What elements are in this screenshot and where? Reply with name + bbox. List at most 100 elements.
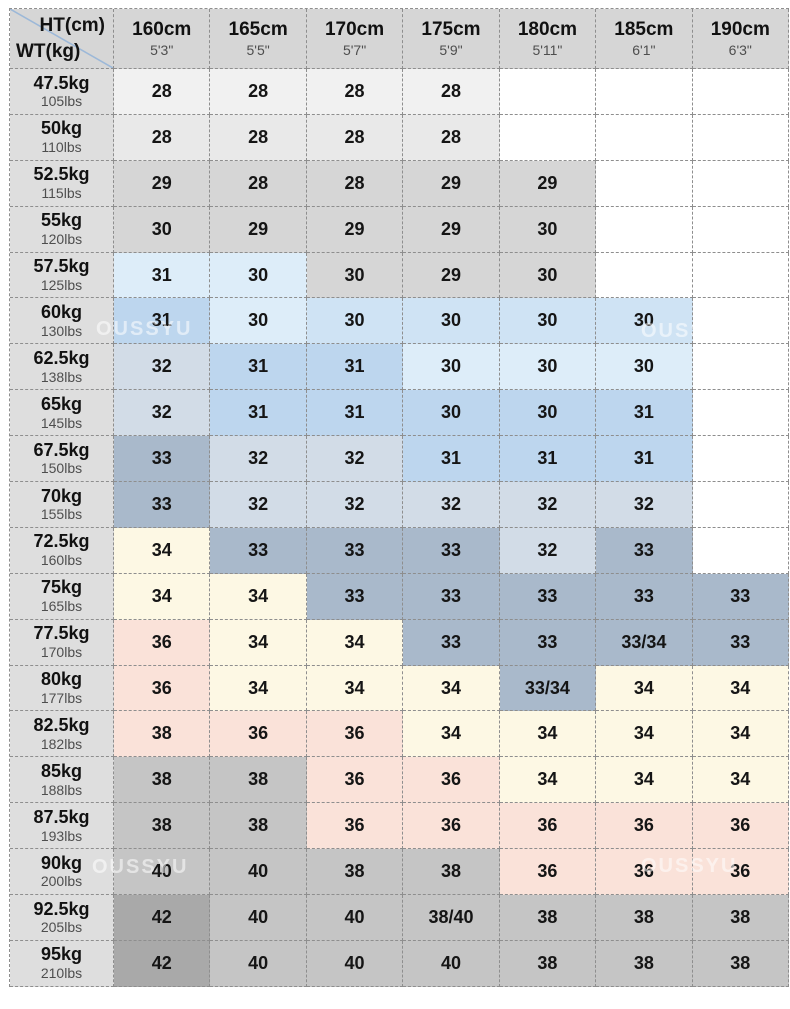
size-cell-70kg-170cm: 32: [306, 482, 404, 528]
size-value: 34: [248, 631, 269, 652]
size-cell-90kg-185cm: 36: [596, 849, 693, 896]
size-value: 36: [633, 861, 654, 882]
row-label-lbs: 200lbs: [40, 873, 83, 890]
size-cell-65kg-190cm: [692, 390, 789, 437]
size-cell-70kg-175cm: 32: [403, 482, 500, 528]
size-cell-85kg-175cm: 36: [403, 757, 500, 804]
size-value: 33: [633, 539, 654, 560]
size-cell-90kg-175cm: 38: [403, 849, 500, 896]
size-cell-55kg-175cm: 29: [403, 206, 500, 253]
size-cell-62.5kg-170cm: 31: [306, 344, 404, 391]
size-cell-50kg-175cm: 28: [403, 114, 500, 161]
size-value: 28: [151, 126, 172, 147]
size-cell-75kg-185cm: 33: [596, 573, 693, 620]
column-header-175cm: 175cm 5'9": [403, 9, 500, 69]
size-cell-92.5kg-190cm: 38: [692, 895, 789, 941]
size-cell-95kg-180cm: 38: [499, 940, 597, 987]
column-header-190cm: 190cm 6'3": [692, 9, 789, 69]
row-label-lbs: 150lbs: [40, 460, 83, 477]
row-label-50kg: 50kg 110lbs: [10, 114, 114, 161]
size-cell-72.5kg-170cm: 33: [306, 527, 404, 574]
size-cell-67.5kg-180cm: 31: [499, 436, 597, 483]
size-value: 30: [248, 264, 269, 285]
size-value: 34: [248, 585, 269, 606]
size-value: 34: [344, 677, 365, 698]
size-cell-82.5kg-170cm: 36: [306, 711, 404, 758]
size-cell-50kg-160cm: 28: [114, 114, 211, 161]
row-label-52.5kg: 52.5kg 115lbs: [10, 160, 114, 207]
size-value: 30: [537, 310, 558, 331]
row-label-lbs: 110lbs: [41, 139, 82, 156]
size-cell-57.5kg-175cm: 29: [403, 252, 500, 299]
size-value: 34: [537, 769, 558, 790]
size-cell-47.5kg-175cm: 28: [403, 69, 500, 115]
size-cell-72.5kg-180cm: 32: [499, 527, 597, 574]
row-label-kg: 55kg: [40, 210, 83, 231]
size-value: 38: [633, 952, 654, 973]
size-value: 38: [633, 906, 654, 927]
size-value: 31: [440, 448, 461, 469]
row-label-95kg: 95kg 210lbs: [10, 940, 114, 987]
size-value: 33/34: [524, 677, 570, 698]
row-label-lbs: 177lbs: [40, 689, 83, 706]
size-value: 33: [344, 585, 365, 606]
size-cell-87.5kg-190cm: 36: [692, 803, 789, 850]
size-value: 30: [440, 356, 461, 377]
row-label-75kg: 75kg 165lbs: [10, 573, 114, 620]
size-cell-55kg-190cm: [692, 206, 789, 253]
size-cell-77.5kg-160cm: 36: [114, 619, 211, 666]
size-cell-52.5kg-185cm: [596, 160, 693, 207]
size-value: 36: [248, 723, 269, 744]
size-cell-95kg-185cm: 38: [596, 940, 693, 987]
size-cell-57.5kg-185cm: [596, 252, 693, 299]
size-cell-55kg-180cm: 30: [499, 206, 597, 253]
size-cell-95kg-175cm: 40: [403, 940, 500, 987]
size-cell-60kg-165cm: 30: [210, 298, 307, 345]
size-cell-90kg-165cm: 40: [210, 849, 307, 896]
size-cell-92.5kg-175cm: 38/40: [403, 895, 500, 941]
size-value: 36: [633, 815, 654, 836]
size-value: 33: [537, 631, 558, 652]
size-value: 28: [248, 126, 269, 147]
size-value: 38: [537, 952, 558, 973]
size-cell-75kg-175cm: 33: [403, 573, 500, 620]
size-value: 36: [344, 815, 365, 836]
row-label-kg: 87.5kg: [33, 806, 90, 827]
size-value: 33: [440, 631, 461, 652]
size-cell-67.5kg-175cm: 31: [403, 436, 500, 483]
size-cell-82.5kg-190cm: 34: [692, 711, 789, 758]
row-label-65kg: 65kg 145lbs: [10, 390, 114, 437]
size-value: 30: [344, 310, 365, 331]
size-cell-60kg-175cm: 30: [403, 298, 500, 345]
size-value: 34: [730, 769, 751, 790]
size-chart-table: HT(cm) WT(kg) 160cm 5'3" 165cm 5'5" 170cm 5'7…: [9, 8, 789, 987]
row-label-72.5kg: 72.5kg 160lbs: [10, 527, 114, 574]
size-value: 38: [730, 906, 751, 927]
column-header-cm: 160cm: [132, 19, 192, 41]
size-value: 34: [730, 677, 751, 698]
size-cell-47.5kg-160cm: 28: [114, 69, 211, 115]
row-label-60kg: 60kg 130lbs: [10, 298, 114, 345]
size-cell-70kg-165cm: 32: [210, 482, 307, 528]
size-value: 40: [151, 861, 172, 882]
size-cell-70kg-185cm: 32: [596, 482, 693, 528]
size-value: 28: [151, 80, 172, 101]
row-label-57.5kg: 57.5kg 125lbs: [10, 252, 114, 299]
size-value: 33: [730, 631, 751, 652]
size-cell-80kg-185cm: 34: [596, 665, 693, 712]
row-label-kg: 50kg: [40, 118, 83, 139]
size-value: 38: [730, 952, 751, 973]
size-cell-77.5kg-180cm: 33: [499, 619, 597, 666]
column-header-170cm: 170cm 5'7": [306, 9, 404, 69]
size-cell-47.5kg-170cm: 28: [306, 69, 404, 115]
size-value: 33: [151, 448, 172, 469]
row-label-kg: 77.5kg: [33, 623, 90, 644]
size-cell-90kg-160cm: 40: [114, 849, 211, 896]
size-cell-82.5kg-165cm: 36: [210, 711, 307, 758]
size-value: 31: [248, 402, 269, 423]
size-cell-65kg-185cm: 31: [596, 390, 693, 437]
size-cell-95kg-170cm: 40: [306, 940, 404, 987]
corner-cell: HT(cm) WT(kg): [10, 9, 114, 69]
size-value: 29: [248, 218, 269, 239]
row-label-kg: 70kg: [40, 485, 83, 506]
